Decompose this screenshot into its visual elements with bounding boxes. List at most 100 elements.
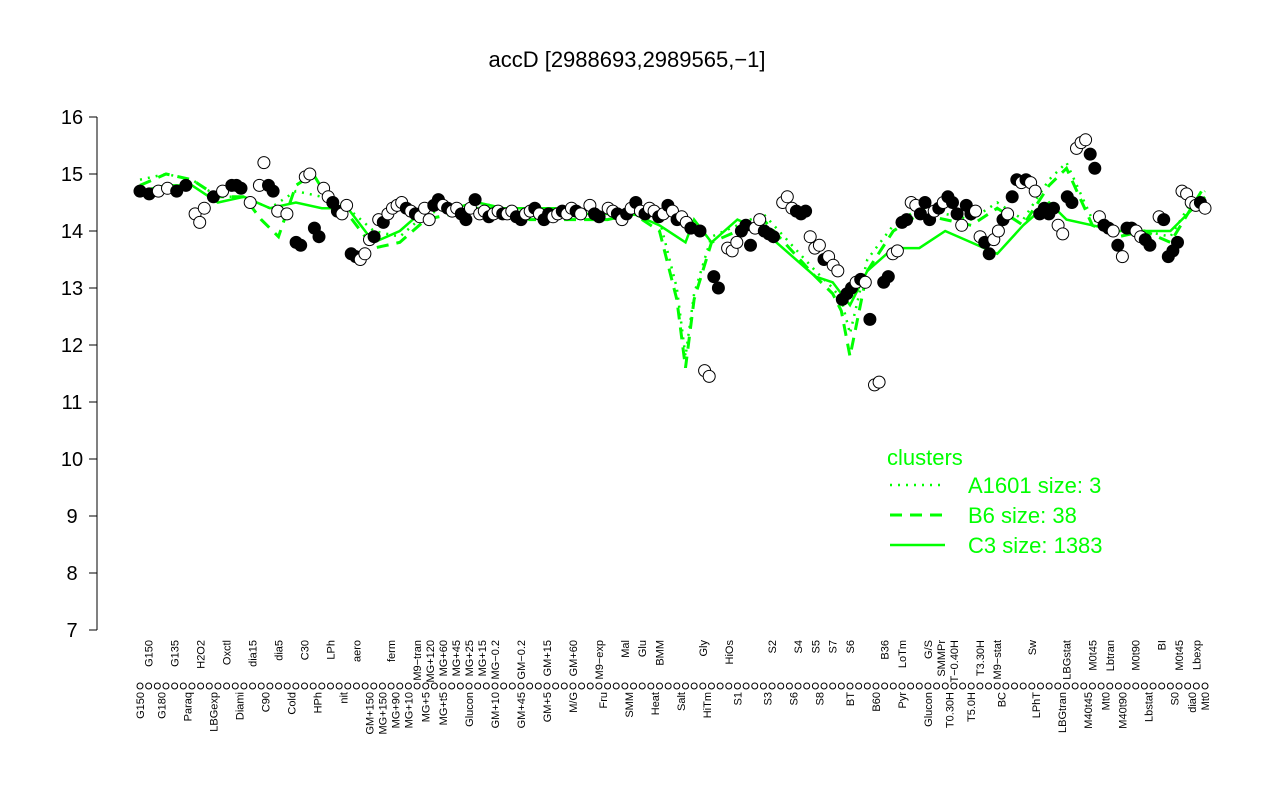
x-tick-mark <box>612 682 620 690</box>
legend-entry: C3 size: 1383 <box>968 533 1103 558</box>
x-tick-label: H2O2 <box>196 640 208 669</box>
data-point <box>358 247 372 261</box>
x-tick-mark <box>1123 682 1131 690</box>
x-tick-mark <box>595 682 603 690</box>
data-point <box>1106 224 1120 238</box>
x-tick-mark <box>993 682 1001 690</box>
x-tick-label: dia5 <box>274 640 286 661</box>
x-tick-label: Lbstat <box>1144 692 1156 722</box>
data-point <box>280 207 294 221</box>
data-point <box>767 230 780 244</box>
x-tick-mark <box>560 682 568 690</box>
x-tick-label: aero <box>351 640 363 662</box>
legend-title: clusters <box>887 445 963 470</box>
data-point <box>206 190 220 204</box>
data-point <box>257 156 271 170</box>
x-tick-label: B36 <box>880 640 892 660</box>
x-tick-mark <box>794 682 802 690</box>
y-tick-label: 8 <box>66 563 77 585</box>
data-point <box>294 238 308 252</box>
x-tick-mark <box>690 682 698 690</box>
x-tick-mark <box>1011 682 1019 690</box>
data-point <box>799 204 813 218</box>
data-point <box>1198 201 1212 215</box>
x-tick-mark <box>223 682 231 690</box>
data-point <box>1111 238 1125 252</box>
x-tick-mark <box>326 682 334 690</box>
series-lines <box>139 160 1207 368</box>
x-tick-label: MG+25 <box>464 640 476 676</box>
x-tick-label: Glucon <box>464 692 476 727</box>
x-tick-label: BC <box>997 692 1009 707</box>
x-tick-label: T5.0H <box>966 692 978 722</box>
x-tick-label: Mt0 <box>1200 692 1212 710</box>
data-point <box>1079 133 1093 147</box>
data-point <box>170 184 184 198</box>
x-tick-label: S6 <box>845 640 857 653</box>
x-tick-mark <box>673 682 681 690</box>
x-tick-label: Heat <box>650 692 662 715</box>
x-tick-label: MG+60 <box>438 640 450 676</box>
x-tick-mark <box>179 682 187 690</box>
x-tick-mark <box>335 682 343 690</box>
x-tick-mark <box>907 682 915 690</box>
x-tick-mark <box>1019 682 1027 690</box>
x-tick-label: S4 <box>793 640 805 653</box>
data-point <box>991 224 1005 238</box>
x-tick-mark <box>604 682 612 690</box>
x-tick-label: S7 <box>828 640 840 653</box>
x-tick-mark <box>318 682 326 690</box>
x-tick-label: M40t45 <box>1083 692 1095 729</box>
x-tick-mark <box>941 682 949 690</box>
data-point <box>1157 213 1171 227</box>
x-tick-mark <box>188 682 196 690</box>
x-tick-label: MG+10 <box>403 692 415 728</box>
data-point <box>913 207 927 221</box>
x-tick-label: MG+15 <box>477 640 489 676</box>
x-tick-label: Lbexp <box>1191 640 1203 670</box>
x-tick-label: GM+15 <box>542 640 554 676</box>
x-tick-mark <box>1036 682 1044 690</box>
data-point <box>1115 250 1129 264</box>
x-tick-mark <box>733 682 741 690</box>
y-tick-label: 7 <box>66 620 77 642</box>
x-tick-mark <box>231 682 239 690</box>
x-tick-label: M0t45 <box>1087 640 1099 671</box>
x-tick-label: LPhT <box>1031 692 1043 719</box>
x-tick-mark <box>309 682 317 690</box>
x-tick-mark <box>1114 682 1122 690</box>
x-tick-mark <box>171 682 179 690</box>
y-axis: 7 8 9 10 11 12 13 14 15 16 <box>61 107 98 642</box>
x-tick-mark <box>1192 682 1200 690</box>
x-tick-label: S1 <box>732 692 744 705</box>
x-tick-label: S3 <box>763 692 775 705</box>
x-tick-mark <box>915 682 923 690</box>
data-point <box>969 204 982 218</box>
x-tick-mark <box>370 682 378 690</box>
data-point <box>858 275 872 289</box>
data-point <box>744 238 757 252</box>
data-point <box>812 238 826 252</box>
x-tick-mark <box>768 682 776 690</box>
x-tick-mark <box>898 682 906 690</box>
x-tick-mark <box>448 682 456 690</box>
data-point <box>1028 184 1042 198</box>
x-tick-label: M9−stat <box>992 640 1004 679</box>
x-tick-label: GM+10 <box>490 692 502 728</box>
data-point <box>1047 201 1060 215</box>
x-tick-mark <box>569 682 577 690</box>
data-point <box>179 178 193 192</box>
x-tick-label: GM+5 <box>542 692 554 722</box>
x-tick-mark <box>656 682 664 690</box>
x-tick-mark <box>1088 682 1096 690</box>
x-tick-mark <box>924 682 932 690</box>
data-point <box>1001 207 1015 221</box>
x-tick-mark <box>811 682 819 690</box>
data-point <box>243 196 257 209</box>
x-tick-mark <box>1045 682 1053 690</box>
data-point <box>918 196 932 209</box>
legend: clusters A1601 size: 3 B6 size: 38 C3 size… <box>887 445 1103 558</box>
x-tick-mark <box>361 682 369 690</box>
x-tick-label: MG+120 <box>425 640 437 683</box>
x-tick-mark <box>1149 682 1157 690</box>
